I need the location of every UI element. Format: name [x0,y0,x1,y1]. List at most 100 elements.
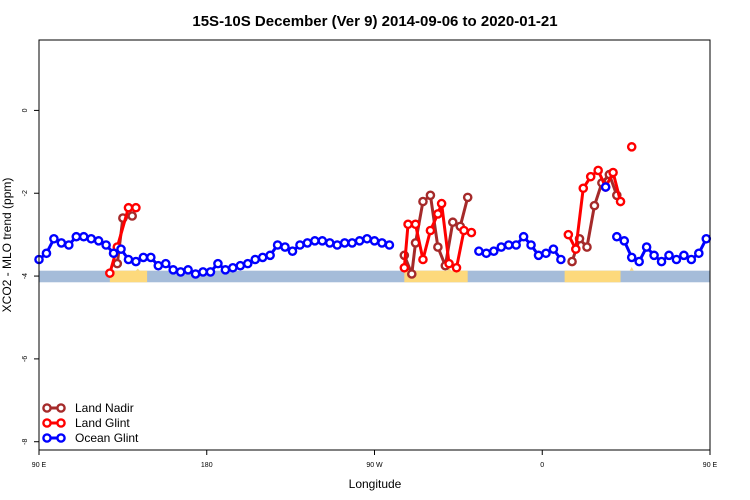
ocean-glint-point [541,248,551,259]
x-axis-label: Longitude [349,477,402,491]
land-glint-point [123,202,134,213]
land-nadir-point [406,269,417,279]
ocean-glint-point [56,238,67,248]
ocean-glint-point [634,256,644,267]
land-glint-point [403,219,413,230]
ocean-glint-point [694,248,704,259]
ocean-glint-point [679,250,689,261]
land-glint-point [466,227,477,238]
ocean-glint-point [41,248,52,259]
ocean-glint-point [235,260,246,271]
ocean-glint-point [78,231,89,242]
ocean-glint-point [503,240,514,250]
land-nadir-point [567,256,577,267]
ocean-glint-point [190,269,201,279]
ocean-glint-point [347,238,357,248]
y-tick-label: 0 [22,108,29,112]
land-baseline-spike [447,266,452,271]
ocean-glint-point [548,244,559,254]
x-tick-label: 0 [540,462,544,469]
ocean-glint-point [533,250,544,261]
legend-land-nadir-marker [56,403,66,413]
y-axis-label: XCO2 - MLO trend (ppm) [0,178,14,313]
ocean-glint-point [332,240,343,250]
legend-land-glint-marker [42,418,52,428]
land-glint-point [615,196,626,207]
y-tick-label: -8 [22,439,29,445]
ocean-glint-point [71,231,82,242]
ocean-glint-point [354,236,365,246]
land-glint-point [436,198,447,209]
land-glint-point [626,142,637,152]
land-glint-point [585,171,596,182]
ocean-glint-point [664,250,674,261]
ocean-glint-point [600,182,611,192]
legend-ocean-glint-marker [56,433,66,443]
ocean-glint-point [481,248,492,259]
land-glint-point [593,165,603,176]
legend-land-nadir-label: Land Nadir [75,401,134,415]
ocean-glint-point [488,246,499,257]
ocean-glint-point [160,258,171,269]
ocean-glint-point [168,265,178,275]
land-nadir-point [418,196,428,207]
ocean-glint-point [250,254,261,265]
ocean-glint-point [641,242,652,252]
ocean-glint-point [518,231,529,242]
land-glint-point [459,225,469,236]
ocean-glint-point [619,236,630,246]
land-glint-point [571,244,581,254]
land-glint-point [451,262,462,273]
ocean-glint-point [287,246,298,257]
x-tick-label: 180 [201,462,213,469]
ocean-glint-point [302,238,313,248]
land-baseline-band [109,270,148,283]
ocean-glint-point [324,238,335,248]
ocean-glint-point [49,233,59,244]
land-glint-point [425,225,436,236]
ocean-glint-point [64,240,74,250]
x-tick-label: 90 E [703,462,718,469]
ocean-glint-point [138,252,149,263]
land-glint-point [578,183,589,194]
legend-land-glint-label: Land Glint [75,416,130,430]
ocean-glint-point [175,267,186,277]
ocean-glint-point [198,267,208,277]
ocean-glint-point [377,238,387,248]
land-glint-point [418,254,428,265]
legend-ocean-glint-label: Ocean Glint [75,431,139,445]
ocean-glint-point [153,260,164,271]
ocean-glint-point [93,236,104,246]
land-glint-point [433,209,443,219]
ocean-glint-point [280,242,290,252]
ocean-glint-point [295,240,305,250]
ocean-glint-point [474,246,484,257]
land-nadir-point [582,242,592,252]
ocean-baseline-band [39,270,710,283]
legend-land-glint-marker [56,418,66,428]
ocean-glint-point [526,240,536,250]
ocean-glint-point [205,267,216,277]
ocean-glint-point [228,262,238,273]
ocean-glint-point [220,265,231,275]
ocean-glint-point [649,250,659,261]
ocean-glint-point [101,240,111,250]
land-nadir-point [433,242,443,252]
y-tick-label: -4 [22,273,29,279]
ocean-glint-point [213,258,223,269]
ocean-glint-point [496,242,507,252]
land-nadir-point [127,211,137,221]
x-tick-label: 90 E [32,462,47,469]
ocean-glint-point [123,254,134,265]
ocean-glint-point [339,238,350,248]
ocean-glint-point [612,231,622,242]
ocean-glint-point [257,252,268,263]
land-nadir-point [447,217,458,228]
ocean-glint-point [671,254,682,265]
y-tick-label: -2 [22,190,29,196]
ocean-glint-point [656,256,667,267]
ocean-glint-point [146,252,156,263]
ocean-glint-point [317,236,328,246]
ocean-glint-point [384,240,395,250]
